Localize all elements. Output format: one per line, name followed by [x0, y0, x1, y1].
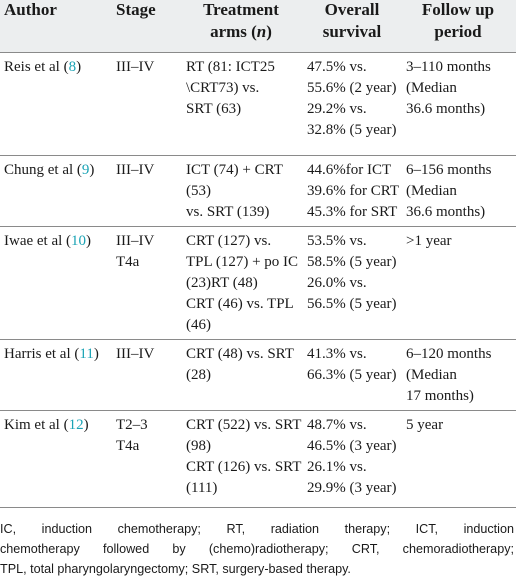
cell-stage: T4a	[116, 254, 140, 270]
cell-stage: T4a	[116, 438, 140, 454]
cell-survival: 44.6%for ICT	[307, 162, 392, 178]
cell-survival: 47.5% vs.	[307, 59, 367, 75]
citation-link[interactable]: 12	[68, 417, 84, 433]
cell-followup: (Median	[406, 367, 457, 383]
cell-followup: 36.6 months)	[406, 204, 486, 220]
cell-followup: >1 year	[406, 233, 452, 249]
cell-stage: III–IV	[116, 346, 155, 362]
cell-treatment: CRT (127) vs.	[186, 233, 272, 249]
header-followup-line2: period	[434, 22, 482, 41]
cell-survival: 32.8% (5 year)	[307, 122, 397, 138]
cell-treatment: CRT (126) vs. SRT	[186, 459, 302, 475]
cell-author: Reis et al (8)	[4, 59, 82, 75]
cell-survival: 29.9% (3 year)	[307, 480, 397, 496]
header-stage: Stage	[116, 0, 156, 19]
cell-treatment: (23)RT (48)	[186, 275, 258, 291]
cell-followup: 17 months)	[406, 388, 474, 404]
cell-followup: (Median	[406, 80, 457, 96]
cell-author: Iwae et al (10)	[4, 233, 92, 249]
header-survival-line2: survival	[322, 22, 382, 41]
header-survival-line1: Overall	[324, 0, 380, 19]
row-divider	[0, 155, 516, 156]
footnote-line: IC, induction chemotherapy; RT, radiatio…	[0, 522, 514, 536]
cell-followup: (Median	[406, 183, 457, 199]
cell-stage: III–IV	[116, 59, 155, 75]
cell-treatment: CRT (48) vs. SRT	[186, 346, 294, 362]
cell-survival: 66.3% (5 year)	[307, 367, 397, 383]
cell-treatment: CRT (46) vs. TPL	[186, 296, 294, 312]
cell-followup: 5 year	[406, 417, 444, 433]
footnote-line: TPL, total pharyngolaryngectomy; SRT, su…	[0, 562, 351, 576]
header-author: Author	[4, 0, 57, 19]
table-footnote: IC, induction chemotherapy; RT, radiatio…	[0, 519, 514, 579]
cell-survival: 26.0% vs.	[307, 275, 367, 291]
table-bottom-rule	[0, 507, 516, 508]
citation-link[interactable]: 11	[79, 346, 94, 362]
cell-author: Kim et al (12)	[4, 417, 89, 433]
cell-survival: 48.7% vs.	[307, 417, 367, 433]
cell-survival: 41.3% vs.	[307, 346, 367, 362]
cell-treatment: SRT (63)	[186, 101, 242, 117]
cell-treatment: ICT (74) + CRT	[186, 162, 283, 178]
cell-author: Harris et al (11)	[4, 346, 99, 362]
cell-treatment: (53)	[186, 183, 211, 199]
cell-author: Chung et al (9)	[4, 162, 95, 178]
table-header: Author Stage Treatment arms (n) Overall …	[0, 0, 516, 52]
cell-treatment: \CRT73) vs.	[186, 80, 260, 96]
header-treatment-line2: arms (n)	[210, 22, 272, 41]
cell-treatment: TPL (127) + po IC	[186, 254, 299, 270]
header-rule	[0, 52, 516, 53]
header-treatment-line1: Treatment	[203, 0, 279, 19]
cell-stage: T2–3	[116, 417, 148, 433]
cell-survival: 29.2% vs.	[307, 101, 367, 117]
row-divider	[0, 226, 516, 227]
footnote-line: chemotherapy followed by (chemo)radiothe…	[0, 542, 514, 556]
cell-treatment: CRT (522) vs. SRT	[186, 417, 302, 433]
cell-survival: 58.5% (5 year)	[307, 254, 397, 270]
cell-treatment: vs. SRT (139)	[186, 204, 270, 220]
cell-treatment: RT (81: ICT25	[186, 59, 275, 75]
cell-survival: 55.6% (2 year)	[307, 80, 397, 96]
citation-link[interactable]: 10	[71, 233, 87, 249]
header-followup-line1: Follow up	[421, 0, 495, 19]
citation-link[interactable]: 9	[81, 162, 90, 178]
row-divider	[0, 410, 516, 411]
cell-treatment: (111)	[186, 480, 218, 496]
cell-survival: 46.5% (3 year)	[307, 438, 397, 454]
cell-survival: 26.1% vs.	[307, 459, 367, 475]
row-divider	[0, 339, 516, 340]
cell-survival: 53.5% vs.	[307, 233, 367, 249]
cell-treatment: (98)	[186, 438, 211, 454]
cell-stage: III–IV	[116, 162, 155, 178]
cell-followup: 6–156 months	[406, 162, 492, 178]
cell-followup: 6–120 months	[406, 346, 492, 362]
cell-treatment: (28)	[186, 367, 211, 383]
cell-stage: III–IV	[116, 233, 155, 249]
citation-link[interactable]: 8	[68, 59, 77, 75]
cell-followup: 36.6 months)	[406, 101, 486, 117]
cell-survival: 39.6% for CRT	[307, 183, 400, 199]
cell-survival: 45.3% for SRT	[307, 204, 398, 220]
cell-survival: 56.5% (5 year)	[307, 296, 397, 312]
cell-treatment: (46)	[186, 317, 211, 333]
cell-followup: 3–110 months	[406, 59, 491, 75]
